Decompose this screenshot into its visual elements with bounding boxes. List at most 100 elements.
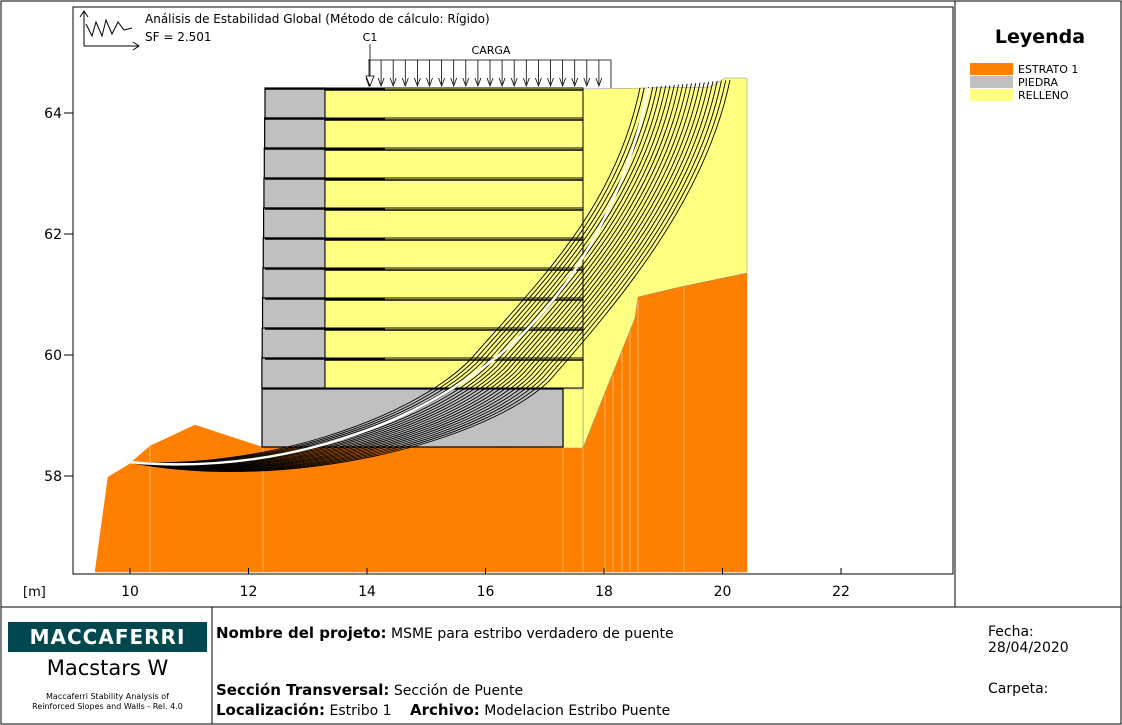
load-arrow-head [559,77,566,88]
slip-surface-arc [127,87,645,464]
file-label: Archivo: [410,701,480,719]
maccaferri-logo: MACCAFERRI [8,622,207,652]
reinforced-fill-layer [324,207,584,239]
file-row: Archivo: Modelacion Estribo Puente [410,701,670,719]
slip-surface-arc [127,81,714,470]
reinforced-fill-layer [324,327,584,359]
x-tick-label: 10 [121,584,139,600]
reinforced-layers [261,87,584,389]
gabion-facing [261,297,326,329]
reinforced-fill-layer [324,117,584,149]
legend-label-relleno: RELLENO [1018,89,1069,102]
file-value: Modelacion Estribo Puente [484,703,671,719]
gabion-facing [262,237,326,269]
legend-swatch-piedra [970,76,1013,88]
load-arrow-head [595,77,603,88]
reinforced-fill-layer [324,87,584,119]
x-tick-label: 14 [358,584,376,600]
slip-surface-arc [127,83,692,468]
location-label: Localización: [216,701,326,719]
load-arrow-head [426,77,433,88]
slip-surface-arc [127,84,684,467]
x-tick-label: 20 [714,584,732,600]
axis-unit-label: [m] [23,585,46,600]
estrato-section-lines [149,287,685,572]
load-arrow-head [389,77,397,88]
load-arrow-head [438,77,445,88]
folder-label: Carpeta: [988,681,1049,697]
plot-frame [72,6,954,575]
load-arrow-head [401,77,409,88]
reinforced-fill-layer [324,357,584,389]
slip-surface-arc [127,85,671,466]
slip-surface-arc [127,86,658,465]
project-name-value: MSME para estribo verdadero de puente [390,626,674,642]
legend-label-estrato: ESTRATO 1 [1018,63,1078,76]
location-row: Localización: Estribo 1 [216,701,392,719]
slip-surface-arc [127,82,701,469]
gabion-facing [264,117,326,149]
product-name: Macstars W [46,656,169,680]
slip-surface-arc [127,84,675,466]
date-value: 28/04/2020 [988,640,1069,656]
date-block: Fecha: 28/04/2020 [988,624,1069,656]
load-arrow-head [498,77,506,88]
slip-surface-arc [127,87,641,464]
y-tick-label: 64 [44,106,62,122]
gabion-facing [263,177,326,209]
load-arrow-head [583,77,591,88]
load-arrow-head [486,77,494,88]
section-row: Sección Transversal: Sección de Puente [216,681,523,699]
project-name-label: Nombre del projeto: [216,624,387,642]
legend-swatch-relleno [970,89,1013,101]
x-tick-label: 22 [832,584,850,600]
legend-swatch-estrato [970,63,1013,75]
slip-surface-arc [127,80,722,471]
location-value: Estribo 1 [329,703,392,719]
load-label: CARGA [472,44,511,57]
reinforced-fill-layer [324,297,584,329]
reinforced-fill-layer [324,147,584,179]
slip-surface-arc [127,81,718,471]
x-tick-label: 18 [595,584,613,600]
gabion-facing [264,87,326,119]
y-tick-label: 60 [44,348,62,364]
gabion-facing [261,357,326,389]
load-arrow-head [414,77,421,88]
legend-title: Leyenda [995,26,1085,48]
load-arrow-head [510,77,518,88]
load-point-label: C1 [363,31,378,44]
slip-surface-arc [127,79,731,472]
slip-surface-arc [127,82,705,469]
slip-surface-arc [127,81,710,470]
load-arrow-head [547,77,554,88]
section-label: Sección Transversal: [216,681,390,699]
load-arrow-set [365,44,603,88]
slip-surface-arc [127,83,688,468]
load-arrow-head [377,77,385,88]
x-tick-label: 12 [240,584,258,600]
critical-slip-surface [127,87,650,466]
gabion-facing [262,267,326,299]
title-icon [79,10,140,51]
c1-arrow-head [365,75,375,88]
slip-surface-arc [127,80,727,472]
slip-surface-arc [127,87,650,464]
y-tick-label: 62 [44,227,62,243]
section-value: Sección de Puente [393,683,524,699]
project-name-row: Nombre del projeto: MSME para estribo ve… [216,624,674,642]
slip-surfaces [127,79,731,472]
reinforced-fill-layer [324,267,584,299]
safety-factor: SF = 2.501 [145,30,212,44]
load-arrow-head [571,77,579,88]
load-arrow-head [462,77,470,88]
reinforced-fill-layer [324,237,584,269]
piedra-base-block [261,388,564,448]
product-description-line-1: Maccaferri Stability Analysis of [46,692,169,701]
date-label: Fecha: [988,624,1034,640]
legend-items: ESTRATO 1 PIEDRA RELLENO [970,63,1078,102]
reinforced-fill-layer [324,177,584,209]
load-arrow-head [522,77,530,88]
gabion-facing [261,327,326,359]
